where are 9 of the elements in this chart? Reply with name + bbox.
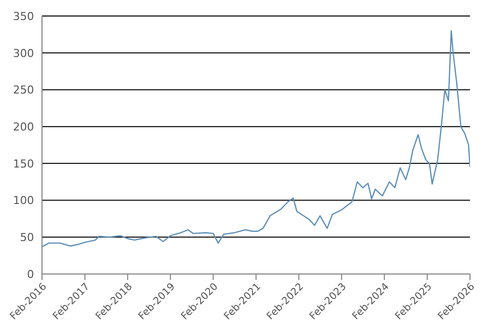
y-tick-label: 50 <box>20 231 34 244</box>
y-tick-label: 150 <box>13 157 34 170</box>
y-tick-label: 200 <box>13 120 34 134</box>
y-tick-label: 350 <box>13 10 34 23</box>
y-tick-label: 0 <box>27 268 34 281</box>
y-tick-label: 250 <box>13 84 34 97</box>
line-series <box>42 30 470 248</box>
y-tick-label: 100 <box>13 194 34 208</box>
y-tick-label: 300 <box>13 46 34 60</box>
